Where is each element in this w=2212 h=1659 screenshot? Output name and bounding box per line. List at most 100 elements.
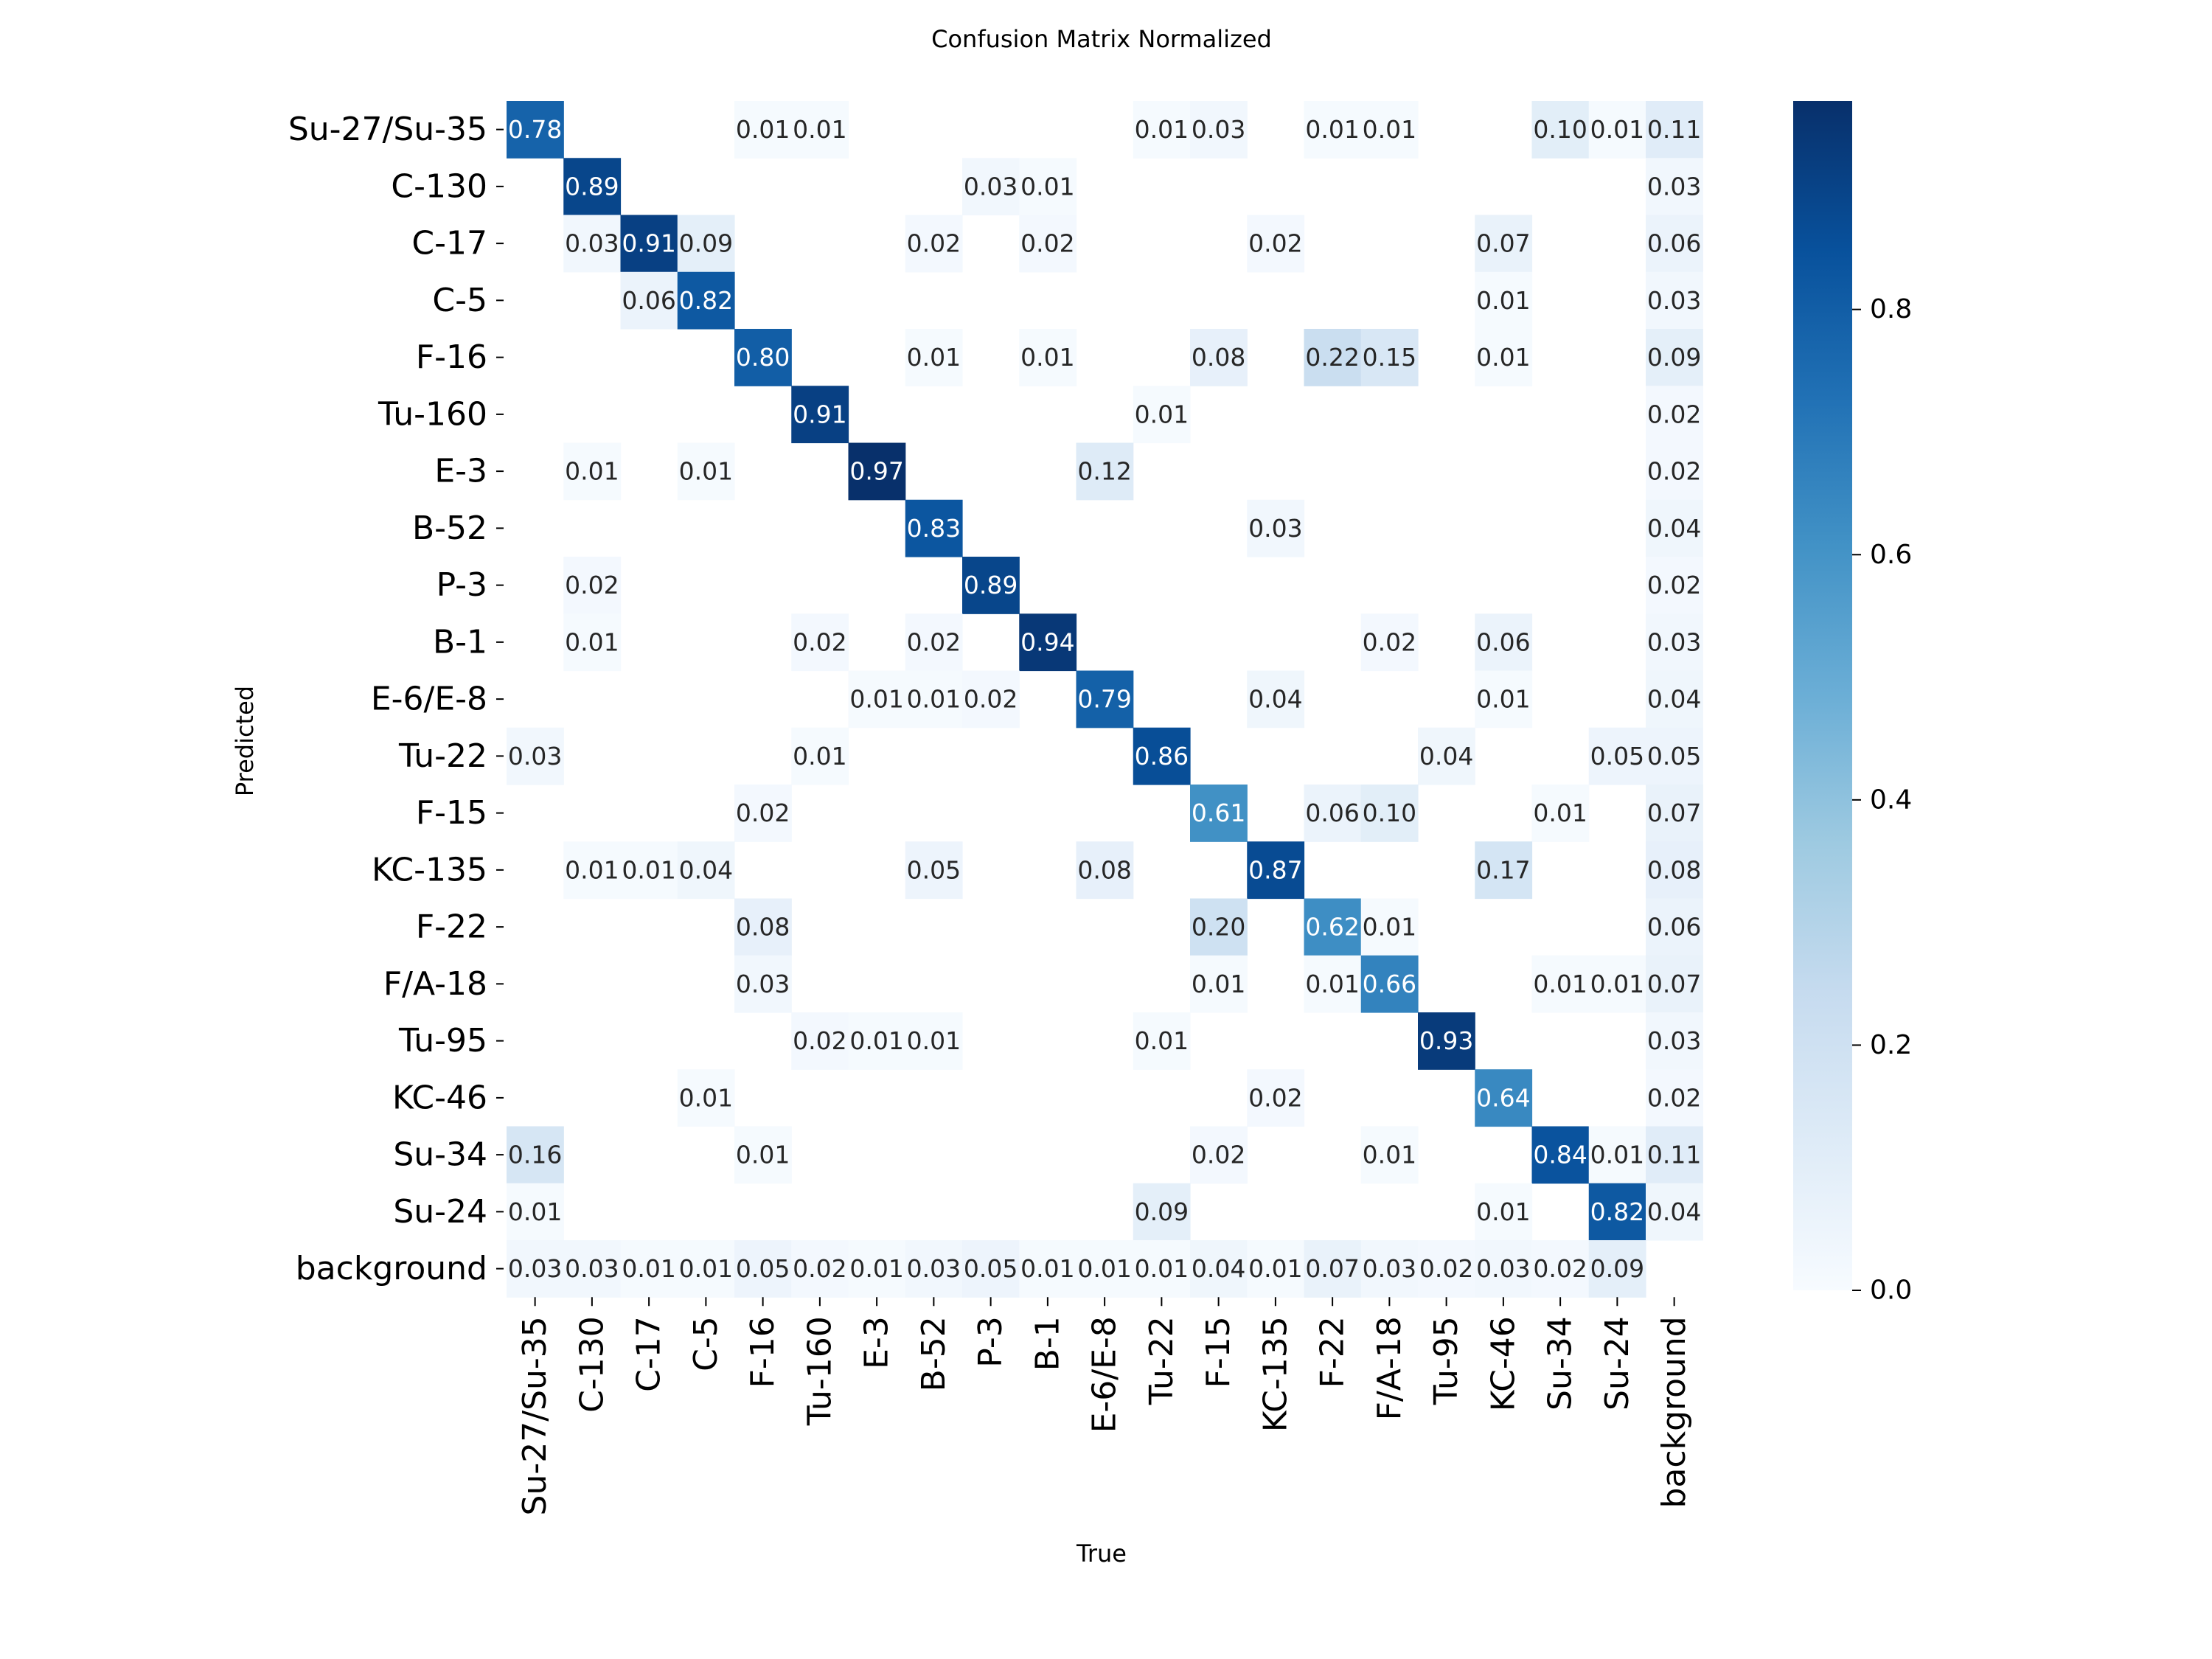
cell-value-label: 0.09 [1135,1197,1189,1226]
cell-value-label: 0.89 [964,571,1018,599]
cell-value-label: 0.09 [679,229,733,258]
heatmap-cell [962,1240,1020,1298]
cell-value-label: 0.02 [1248,1083,1302,1112]
x-tick-label: Tu-160 [801,1316,838,1426]
cell-value-label: 0.01 [907,343,961,372]
cell-value-label: 0.07 [1647,799,1701,827]
heatmap-cell [962,670,1020,728]
cell-value-label: 0.06 [1647,229,1701,258]
heatmap-cell [1247,841,1305,900]
cell-value-label: 0.02 [1647,571,1701,599]
chart-title: Confusion Matrix Normalized [931,25,1272,53]
x-tick-label: F-16 [744,1316,782,1388]
cell-value-label: 0.02 [793,1254,846,1283]
colorbar-tick-label: 0.0 [1870,1276,1912,1306]
heatmap-cell [1646,158,1703,216]
cell-value-label: 0.10 [1533,115,1587,144]
cell-value-label: 0.02 [1419,1254,1473,1283]
y-tick-label: C-17 [411,225,487,262]
heatmap-cell [1531,1126,1590,1184]
heatmap-cell [791,386,849,444]
cell-value-label: 0.03 [1647,627,1701,656]
cell-value-label: 0.62 [1305,913,1359,942]
cell-value-label: 0.01 [849,1254,903,1283]
heatmap-cell [1019,215,1077,273]
cell-value-label: 0.01 [1476,685,1530,714]
cell-value-label: 0.05 [964,1254,1018,1283]
heatmap-cell [791,1240,849,1298]
cell-value-label: 0.01 [1135,400,1189,428]
cell-value-label: 0.97 [849,457,903,486]
y-tick-label: C-5 [432,282,487,319]
heatmap-cell [848,1240,906,1298]
heatmap-cell [677,1240,735,1298]
cell-value-label: 0.01 [793,115,846,144]
cell-value-label: 0.05 [1647,742,1701,771]
heatmap-cell [1247,215,1305,273]
cell-value-label: 0.66 [1363,970,1416,998]
colorbar-tick-label: 0.6 [1870,540,1912,570]
cell-value-label: 0.15 [1363,343,1416,372]
cell-value-label: 0.02 [565,571,619,599]
heatmap-cell [734,955,792,1013]
cell-value-label: 0.01 [1305,115,1359,144]
cell-value-label: 0.06 [1476,627,1530,656]
cell-value-label: 0.87 [1248,855,1302,884]
heatmap-cell [1360,1240,1419,1298]
heatmap-cell [1418,1240,1475,1298]
cell-value-label: 0.03 [565,229,619,258]
heatmap-cell [1475,1069,1533,1127]
heatmap-cell [1133,386,1191,444]
cell-value-label: 0.01 [1590,970,1644,998]
heatmap-cell [1304,785,1362,842]
heatmap-cell [1418,1012,1475,1070]
cell-value-label: 0.11 [1647,115,1701,144]
heatmap-cell [1304,101,1362,159]
cell-value-label: 0.04 [1248,685,1302,714]
heatmap-cell [905,841,963,900]
y-tick-label: B-52 [412,509,487,547]
heatmap-cell [677,442,735,501]
heatmap-cell [962,158,1020,216]
cell-value-label: 0.01 [565,855,619,884]
cell-value-label: 0.04 [1647,514,1701,543]
heatmap-cell [563,557,622,614]
cell-value-label: 0.02 [793,627,846,656]
heatmap-cell [1646,955,1703,1013]
cell-value-label: 0.02 [1248,229,1302,258]
cell-value-label: 0.01 [679,457,733,486]
x-tick-label: F/A-18 [1371,1316,1408,1420]
heatmap-cell [1076,670,1134,728]
cell-value-label: 0.82 [679,286,733,315]
y-tick-label: F-22 [416,908,487,946]
cell-value-label: 0.02 [1020,229,1074,258]
cell-value-label: 0.09 [1647,343,1701,372]
cell-value-label: 0.01 [1135,1026,1189,1055]
cell-value-label: 0.64 [1476,1083,1530,1112]
x-tick-label: P-3 [972,1316,1009,1367]
cell-value-label: 0.03 [964,172,1018,201]
heatmap-cell [1360,785,1419,842]
heatmap-cell [1646,1183,1703,1241]
heatmap-cell [1360,613,1419,672]
heatmap-cell [734,1126,792,1184]
cell-value-label: 0.16 [508,1141,562,1169]
cell-value-label: 0.86 [1135,742,1189,771]
cell-value-label: 0.01 [1020,343,1074,372]
heatmap-cell [1588,955,1646,1013]
heatmap-cell [791,101,849,159]
cell-value-label: 0.05 [907,855,961,884]
x-tick-label: F-15 [1200,1316,1237,1388]
heatmap-cell [1646,785,1703,842]
cell-value-label: 0.20 [1192,913,1245,942]
x-axis-ticks: Su-27/Su-35 C-130 C-17 C-5 F-16 Tu-160 E-3 B-52… [516,1297,1693,1515]
heatmap-cell [905,1012,963,1070]
heatmap-cell [1360,898,1419,956]
heatmap-cell [563,158,622,216]
cell-value-label: 0.17 [1476,855,1530,884]
heatmap-cell [1019,158,1077,216]
heatmap-cell [507,727,564,785]
cell-value-label: 0.02 [1192,1141,1245,1169]
cell-value-label: 0.03 [565,1254,619,1283]
y-tick-label: E-6/E-8 [371,681,487,718]
